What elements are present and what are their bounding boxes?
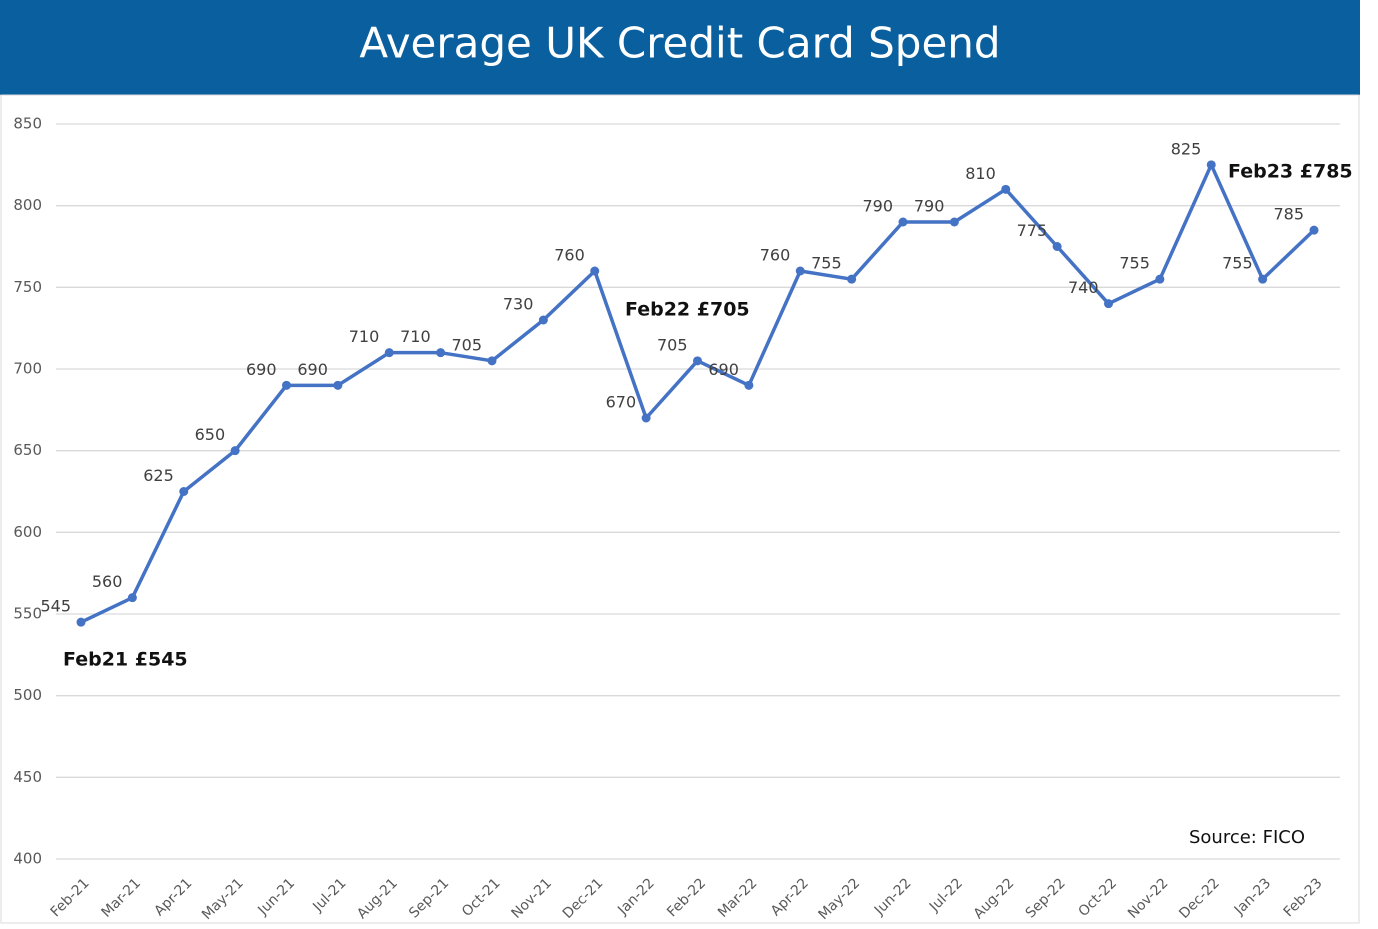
data-label: 755 bbox=[811, 254, 842, 273]
data-line bbox=[80, 163, 1316, 624]
x-tick-label: Feb-23 bbox=[1281, 875, 1326, 920]
data-label: 785 bbox=[1273, 205, 1304, 224]
annotation: Feb21 £545 bbox=[63, 649, 188, 671]
data-label: 710 bbox=[349, 327, 380, 346]
data-label: 650 bbox=[195, 425, 226, 444]
x-tick-label: Aug-21 bbox=[354, 875, 401, 922]
data-point bbox=[847, 274, 857, 284]
data-point bbox=[1001, 184, 1011, 194]
data-point bbox=[230, 446, 240, 456]
annotation: Feb23 £785 bbox=[1228, 161, 1353, 183]
data-point bbox=[127, 593, 137, 603]
data-point bbox=[744, 380, 754, 390]
annotation: Feb22 £705 bbox=[625, 299, 750, 321]
x-tick-label: Aug-22 bbox=[971, 875, 1018, 922]
x-tick-label: Nov-21 bbox=[508, 875, 555, 922]
x-tick-label: Jun-21 bbox=[254, 875, 298, 919]
data-point bbox=[76, 617, 86, 627]
data-point bbox=[333, 380, 343, 390]
data-point bbox=[384, 348, 394, 358]
chart-title: Average UK Credit Card Spend bbox=[359, 19, 1000, 68]
data-point bbox=[1309, 225, 1319, 235]
x-tick-label: Jan-22 bbox=[614, 875, 657, 918]
data-point bbox=[1052, 242, 1062, 251]
x-tick-label: May-21 bbox=[199, 875, 247, 923]
x-tick-label: Feb-22 bbox=[664, 875, 709, 920]
data-label: 670 bbox=[606, 393, 637, 412]
x-tick-label: Mar-22 bbox=[715, 875, 761, 921]
y-tick-label: 500 bbox=[13, 686, 42, 704]
data-label: 730 bbox=[503, 295, 534, 314]
x-tick-label: Nov-22 bbox=[1125, 875, 1172, 922]
data-label: 760 bbox=[554, 246, 585, 265]
x-tick-label: Jan-23 bbox=[1231, 875, 1274, 918]
data-label: 790 bbox=[862, 197, 893, 216]
data-point bbox=[436, 348, 446, 358]
y-tick-label: 750 bbox=[13, 278, 42, 296]
data-point bbox=[898, 217, 908, 227]
data-label: 705 bbox=[451, 335, 482, 354]
data-point bbox=[795, 266, 805, 276]
y-tick-label: 400 bbox=[13, 850, 42, 868]
x-tick-label: Apr-21 bbox=[151, 875, 195, 919]
data-label: 755 bbox=[1119, 254, 1150, 273]
x-tick-label: Jul-21 bbox=[309, 875, 349, 915]
x-tick-label: Oct-21 bbox=[459, 875, 504, 920]
y-tick-label: 850 bbox=[13, 115, 42, 133]
data-label: 705 bbox=[657, 335, 688, 354]
x-tick-label: May-22 bbox=[815, 875, 863, 923]
data-label: 810 bbox=[965, 164, 996, 183]
y-tick-label: 550 bbox=[13, 605, 42, 623]
x-tick-label: Mar-21 bbox=[99, 875, 145, 921]
data-point bbox=[179, 487, 189, 496]
x-tick-label: Jul-22 bbox=[926, 875, 966, 915]
data-label: 825 bbox=[1171, 139, 1202, 158]
data-point bbox=[1104, 299, 1113, 309]
data-label: 790 bbox=[914, 197, 945, 216]
data-label: 740 bbox=[1068, 278, 1099, 297]
x-tick-label: Feb-21 bbox=[48, 875, 93, 920]
chart-frame bbox=[0, 94, 1360, 924]
x-tick-label: Dec-22 bbox=[1176, 875, 1223, 922]
annotation: Source: FICO bbox=[1189, 827, 1305, 848]
data-label: 690 bbox=[297, 360, 328, 379]
data-point bbox=[1206, 160, 1216, 170]
x-tick-label: Sep-22 bbox=[1023, 875, 1069, 921]
data-label: 775 bbox=[1017, 221, 1048, 240]
x-tick-label: Oct-22 bbox=[1076, 875, 1121, 920]
data-label: 690 bbox=[708, 360, 739, 379]
title-bar bbox=[0, 0, 1360, 95]
data-point bbox=[949, 217, 959, 227]
data-label: 760 bbox=[760, 246, 791, 265]
y-tick-label: 600 bbox=[13, 523, 42, 541]
data-point bbox=[487, 356, 497, 366]
data-label: 755 bbox=[1222, 254, 1253, 273]
y-tick-label: 700 bbox=[13, 360, 42, 378]
data-point bbox=[590, 266, 600, 276]
data-point bbox=[538, 315, 548, 325]
data-label: 710 bbox=[400, 327, 431, 346]
data-point bbox=[693, 356, 702, 366]
x-tick-label: Sep-21 bbox=[406, 875, 452, 921]
data-point bbox=[1155, 274, 1165, 284]
x-tick-label: Apr-22 bbox=[768, 875, 812, 919]
data-point bbox=[1258, 274, 1268, 284]
data-label: 625 bbox=[143, 466, 174, 485]
y-tick-label: 800 bbox=[13, 196, 42, 214]
data-label: 545 bbox=[40, 597, 71, 616]
x-tick-label: Dec-21 bbox=[560, 875, 607, 922]
y-tick-label: 450 bbox=[13, 768, 42, 786]
y-tick-label: 650 bbox=[13, 441, 42, 459]
data-label: 690 bbox=[246, 360, 277, 379]
x-tick-label: Jun-22 bbox=[871, 875, 915, 919]
data-point bbox=[282, 380, 291, 390]
data-point bbox=[641, 413, 651, 423]
data-label: 560 bbox=[92, 572, 123, 591]
